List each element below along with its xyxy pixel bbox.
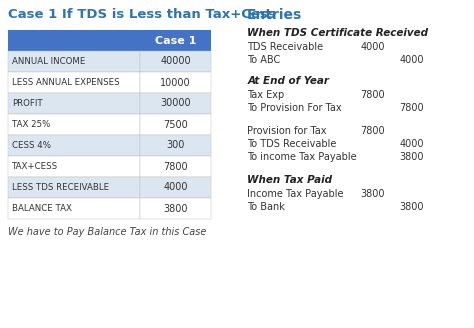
FancyBboxPatch shape — [8, 93, 140, 114]
FancyBboxPatch shape — [140, 177, 211, 198]
FancyBboxPatch shape — [140, 72, 211, 93]
FancyBboxPatch shape — [8, 114, 140, 135]
Text: 7800: 7800 — [399, 103, 424, 113]
FancyBboxPatch shape — [8, 30, 140, 51]
Text: 4000: 4000 — [360, 42, 384, 52]
Text: 3800: 3800 — [164, 203, 188, 214]
Text: Income Tax Payable: Income Tax Payable — [247, 189, 344, 199]
Text: BALANCE TAX: BALANCE TAX — [12, 204, 72, 213]
Text: 3800: 3800 — [399, 202, 424, 212]
FancyBboxPatch shape — [140, 198, 211, 219]
Text: 7800: 7800 — [360, 126, 385, 136]
Text: When Tax Paid: When Tax Paid — [247, 175, 332, 185]
FancyBboxPatch shape — [140, 156, 211, 177]
Text: 4000: 4000 — [399, 55, 424, 65]
Text: To Bank: To Bank — [247, 202, 285, 212]
Text: 7800: 7800 — [360, 90, 385, 100]
Text: At End of Year: At End of Year — [247, 76, 329, 86]
Text: 30000: 30000 — [160, 98, 191, 109]
Text: To income Tax Payable: To income Tax Payable — [247, 152, 357, 162]
Text: 3800: 3800 — [399, 152, 424, 162]
Text: When TDS Certificate Received: When TDS Certificate Received — [247, 28, 428, 38]
Text: 7500: 7500 — [163, 119, 188, 130]
Text: Entries: Entries — [247, 8, 302, 22]
FancyBboxPatch shape — [8, 72, 140, 93]
Text: Case 1: Case 1 — [155, 35, 196, 46]
FancyBboxPatch shape — [8, 51, 140, 72]
Text: To ABC: To ABC — [247, 55, 281, 65]
Text: 4000: 4000 — [399, 139, 424, 149]
Text: CESS 4%: CESS 4% — [12, 141, 51, 150]
Text: 4000: 4000 — [164, 182, 188, 193]
Text: Provision for Tax: Provision for Tax — [247, 126, 327, 136]
Text: Case 1 If TDS is Less than Tax+Cess: Case 1 If TDS is Less than Tax+Cess — [8, 8, 275, 21]
Text: 3800: 3800 — [360, 189, 384, 199]
FancyBboxPatch shape — [8, 156, 140, 177]
Text: TDS Receivable: TDS Receivable — [247, 42, 323, 52]
Text: To TDS Receivable: To TDS Receivable — [247, 139, 337, 149]
Text: We have to Pay Balance Tax in this Case: We have to Pay Balance Tax in this Case — [8, 227, 206, 237]
FancyBboxPatch shape — [140, 93, 211, 114]
FancyBboxPatch shape — [140, 135, 211, 156]
FancyBboxPatch shape — [8, 135, 140, 156]
FancyBboxPatch shape — [140, 30, 211, 51]
FancyBboxPatch shape — [140, 51, 211, 72]
Text: TAX 25%: TAX 25% — [12, 120, 50, 129]
Text: ANNUAL INCOME: ANNUAL INCOME — [12, 57, 85, 66]
Text: 300: 300 — [166, 140, 185, 151]
Text: TAX+CESS: TAX+CESS — [12, 162, 58, 171]
FancyBboxPatch shape — [8, 198, 140, 219]
Text: 40000: 40000 — [160, 56, 191, 67]
Text: PROFIT: PROFIT — [12, 99, 42, 108]
Text: LESS TDS RECEIVABLE: LESS TDS RECEIVABLE — [12, 183, 109, 192]
Text: To Provision For Tax: To Provision For Tax — [247, 103, 342, 113]
Text: Tax Exp: Tax Exp — [247, 90, 284, 100]
Text: 7800: 7800 — [164, 161, 188, 172]
Text: 10000: 10000 — [160, 77, 191, 88]
Text: LESS ANNUAL EXPENSES: LESS ANNUAL EXPENSES — [12, 78, 119, 87]
FancyBboxPatch shape — [140, 114, 211, 135]
FancyBboxPatch shape — [8, 177, 140, 198]
